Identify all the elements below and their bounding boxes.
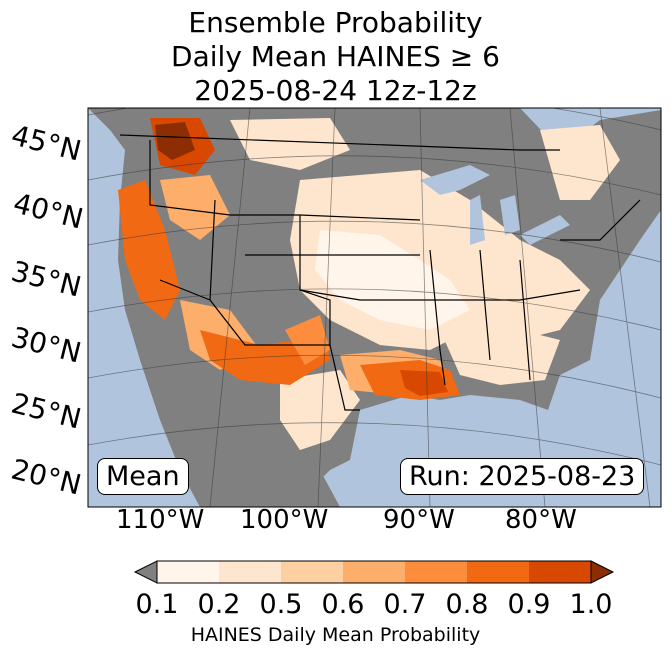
lon-label: 90°W — [383, 505, 455, 535]
colorbar — [133, 560, 615, 584]
prob-low-southeast — [440, 330, 560, 385]
state-boundaries — [119, 134, 641, 411]
graticule — [88, 108, 661, 507]
prob-highest-south-central — [400, 370, 448, 396]
colorbar-outline — [156, 560, 592, 584]
lon-label: 100°W — [240, 505, 329, 535]
prob-highest-northwest — [155, 122, 195, 160]
title-line-1: Ensemble Probability — [188, 6, 483, 39]
title-line-3: 2025-08-24 12z-12z — [194, 74, 477, 107]
colorbar-tick: 0.9 — [507, 589, 551, 620]
great-lakes — [420, 165, 570, 245]
colorbar-segment — [281, 561, 343, 583]
colorbar-tick: 0.5 — [259, 589, 303, 620]
colorbar-segment — [219, 561, 281, 583]
colorbar-tick: 0.1 — [135, 589, 179, 620]
colorbar-tick: 1.0 — [569, 589, 613, 620]
map-frame — [87, 107, 662, 508]
colorbar-under-arrow — [133, 560, 158, 584]
colorbar-tick: 0.8 — [445, 589, 489, 620]
colorbar-segment — [405, 561, 467, 583]
lon-label: 80°W — [505, 505, 577, 535]
lon-label: 110°W — [116, 505, 205, 535]
prob-high-southwest — [200, 320, 330, 385]
colorbar-tick: 0.6 — [321, 589, 365, 620]
colorbar-label: HAINES Daily Mean Probability — [190, 624, 481, 646]
colorbar-tick: 0.2 — [197, 589, 241, 620]
colorbar-over-arrow — [590, 560, 615, 584]
prob-high-west-coast — [118, 180, 180, 320]
prob-mid-west — [160, 175, 230, 240]
colorbar-segment — [529, 561, 591, 583]
run-date-box: Run: 2025-08-23 — [400, 458, 645, 495]
colorbar-tick: 0.7 — [383, 589, 427, 620]
colorbar-segment — [157, 561, 219, 583]
colorbar-segment — [467, 561, 529, 583]
title-line-2: Daily Mean HAINES ≥ 6 — [171, 40, 500, 73]
colorbar-segment — [343, 561, 405, 583]
mean-label-box: Mean — [97, 458, 189, 495]
prob-low-north — [230, 118, 350, 170]
prob-high-central — [285, 315, 330, 365]
